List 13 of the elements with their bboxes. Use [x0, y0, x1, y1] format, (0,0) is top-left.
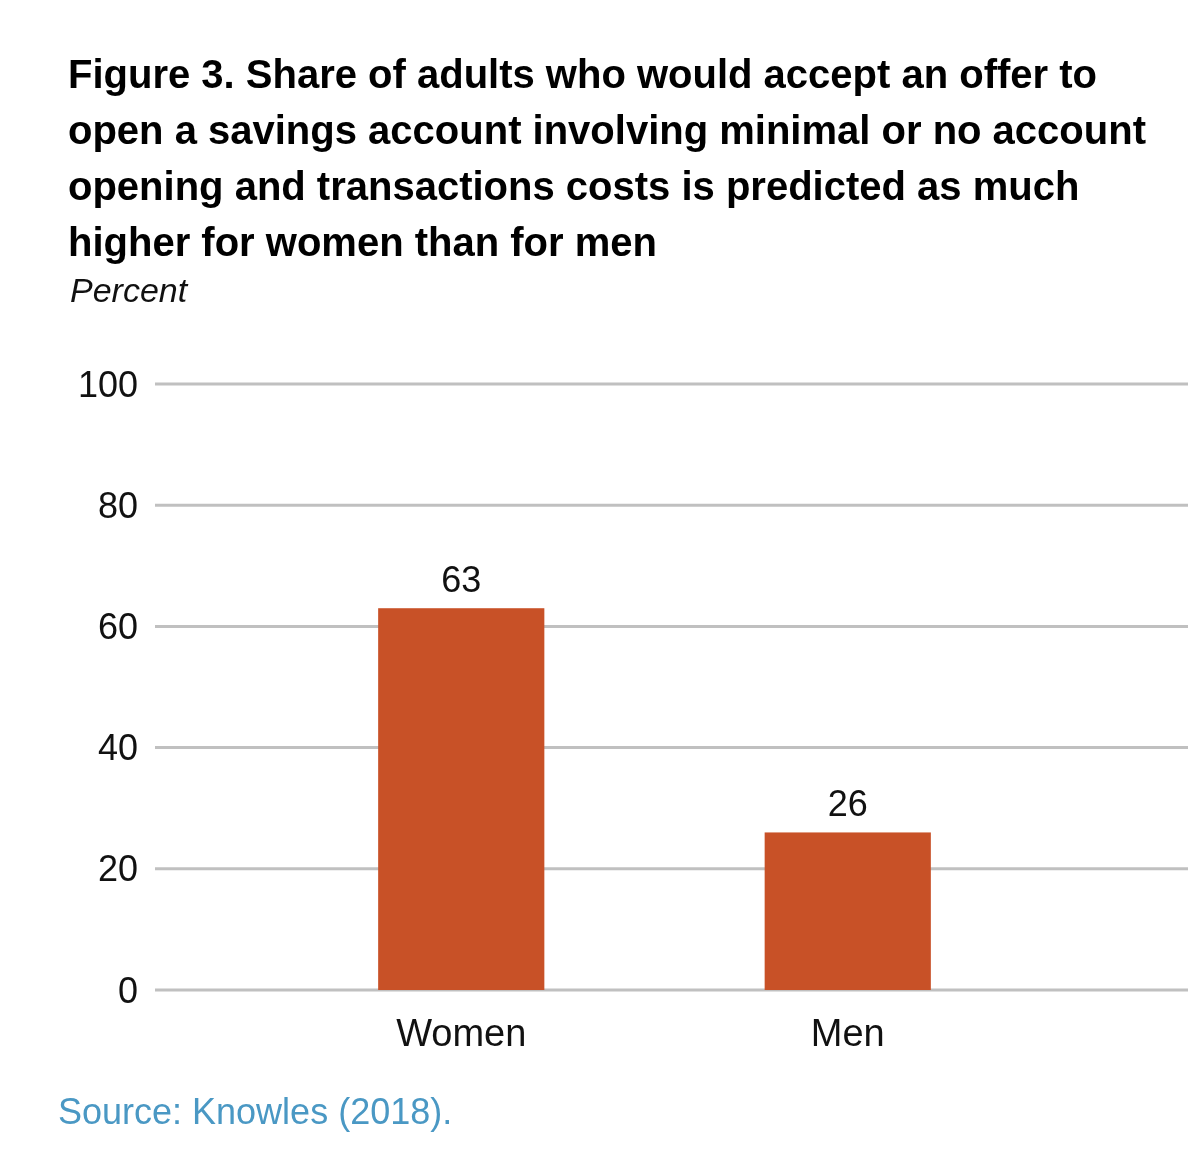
y-tick-label: 60	[97, 606, 138, 647]
y-tick-label: 0	[117, 969, 138, 1011]
y-tick-label: 80	[97, 484, 138, 526]
y-axis-title: Percent	[70, 271, 189, 309]
x-tick-label: Women	[396, 1012, 527, 1054]
data-label: 26	[827, 783, 868, 825]
y-tick-label: 20	[97, 848, 138, 890]
y-tick-label: 40	[97, 727, 138, 769]
data-label: 63	[441, 559, 482, 601]
chart-title: Figure 3. Share of adults who would accept an offer to open a savings account involving minimal or no account opening and transactions costs is predicted as much higher for women than for men	[68, 52, 1146, 264]
x-tick-label: Men	[810, 1012, 885, 1054]
source-note: Source: Knowles (2018).	[58, 1091, 453, 1132]
y-tick-label: 100	[77, 363, 138, 405]
